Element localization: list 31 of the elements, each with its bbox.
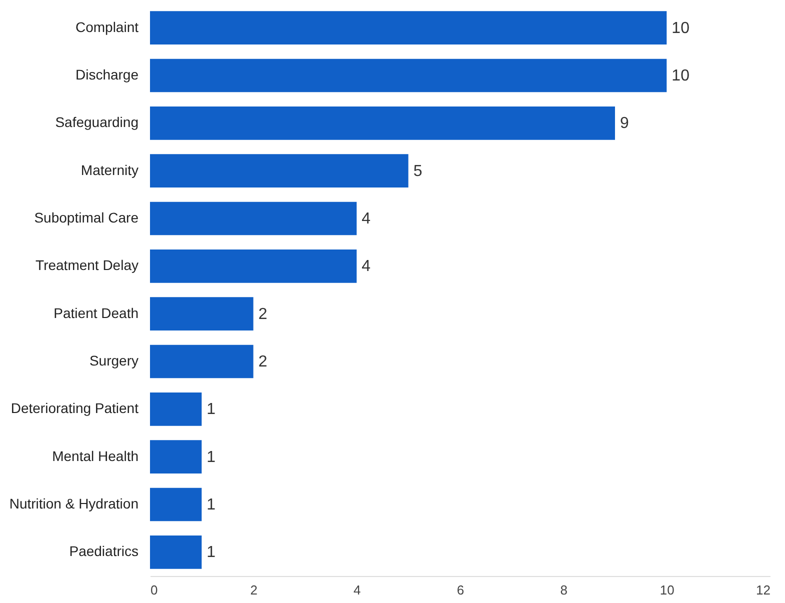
data-label: 2 bbox=[258, 354, 268, 370]
x-tick-label: 6 bbox=[456, 582, 464, 598]
y-tick-label: Safeguarding bbox=[55, 114, 138, 130]
y-tick-label: Maternity bbox=[80, 162, 138, 178]
y-tick-label: Complaint bbox=[75, 18, 139, 35]
data-label: 1 bbox=[206, 448, 216, 466]
y-tick-label: Nutrition & Hydration bbox=[9, 496, 138, 512]
x-tick-label: 0 bbox=[150, 582, 158, 598]
y-tick-label: Treatment Delay bbox=[36, 257, 138, 274]
data-label: 1 bbox=[206, 544, 216, 562]
y-tick-label: Discharge bbox=[75, 66, 139, 82]
data-label: 1 bbox=[206, 401, 216, 418]
data-label: 10 bbox=[672, 20, 690, 37]
x-tick-label: 2 bbox=[250, 582, 258, 598]
data-label: 10 bbox=[672, 68, 690, 84]
y-tick-label: Paediatrics bbox=[69, 543, 138, 560]
y-tick-label: Surgery bbox=[89, 352, 138, 368]
y-tick-label: Deteriorating Patient bbox=[10, 400, 139, 416]
x-tick-label: 12 bbox=[756, 582, 770, 598]
data-label: 5 bbox=[413, 162, 422, 180]
x-tick-label: 4 bbox=[354, 582, 361, 598]
x-tick-label: 8 bbox=[560, 582, 568, 598]
data-label: 4 bbox=[362, 258, 371, 276]
data-label: 9 bbox=[620, 115, 629, 132]
y-tick-label: Patient Death bbox=[54, 304, 138, 321]
y-tick-label: Mental Health bbox=[52, 448, 138, 464]
data-label: 4 bbox=[362, 210, 371, 228]
y-tick-label: Suboptimal Care bbox=[34, 210, 139, 226]
x-tick-label: 10 bbox=[660, 582, 674, 598]
data-label: 1 bbox=[206, 496, 216, 514]
data-label: 2 bbox=[258, 306, 268, 323]
